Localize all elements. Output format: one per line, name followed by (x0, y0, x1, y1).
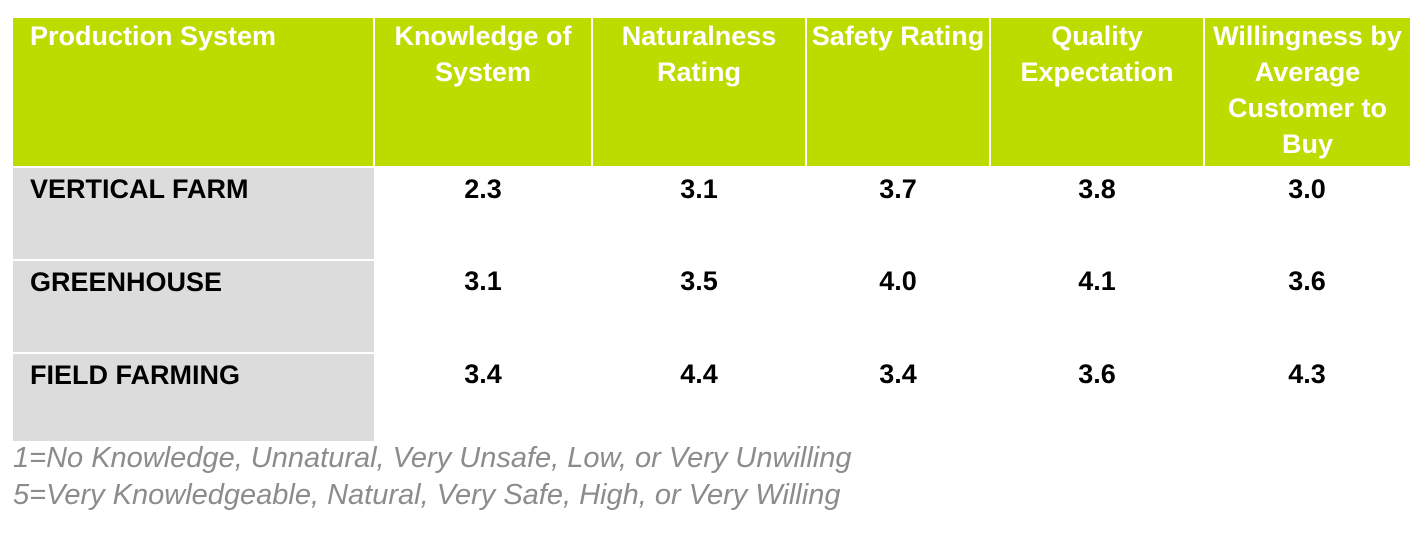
ratings-table: Production System Knowledge of System Na… (13, 18, 1410, 441)
table-row: FIELD FARMING 3.4 4.4 3.4 3.6 4.3 (13, 353, 1410, 441)
header-knowledge: Knowledge of System (373, 18, 592, 168)
cell-naturalness: 3.1 (680, 174, 718, 204)
row-label: VERTICAL FARM (13, 167, 374, 261)
header-willingness: Willingness by Average Customer to Buy (1203, 18, 1410, 168)
cell-safety: 4.0 (879, 266, 917, 296)
header-production-system: Production System (13, 18, 374, 168)
table-row: VERTICAL FARM 2.3 3.1 3.7 3.8 3.0 (13, 167, 1410, 261)
cell-quality: 3.8 (1078, 174, 1116, 204)
cell-safety: 3.7 (879, 174, 917, 204)
cell-willingness: 4.3 (1288, 359, 1326, 389)
header-naturalness: Naturalness Rating (591, 18, 806, 168)
row-label: GREENHOUSE (13, 260, 374, 354)
cell-willingness: 3.6 (1288, 266, 1326, 296)
cell-knowledge: 3.1 (464, 266, 502, 296)
cell-quality: 4.1 (1078, 266, 1116, 296)
cell-safety: 3.4 (879, 359, 917, 389)
header-safety: Safety Rating (805, 18, 990, 168)
cell-naturalness: 3.5 (680, 266, 718, 296)
cell-naturalness: 4.4 (680, 359, 718, 389)
table-row: GREENHOUSE 3.1 3.5 4.0 4.1 3.6 (13, 260, 1410, 354)
header-row: Production System Knowledge of System Na… (13, 18, 1410, 168)
cell-quality: 3.6 (1078, 359, 1116, 389)
scale-note-high: 5=Very Knowledgeable, Natural, Very Safe… (13, 479, 841, 511)
cell-knowledge: 2.3 (464, 174, 502, 204)
row-label: FIELD FARMING (13, 353, 374, 441)
header-quality: Quality Expectation (989, 18, 1204, 168)
cell-willingness: 3.0 (1288, 174, 1326, 204)
scale-note-low: 1=No Knowledge, Unnatural, Very Unsafe, … (13, 442, 852, 474)
cell-knowledge: 3.4 (464, 359, 502, 389)
